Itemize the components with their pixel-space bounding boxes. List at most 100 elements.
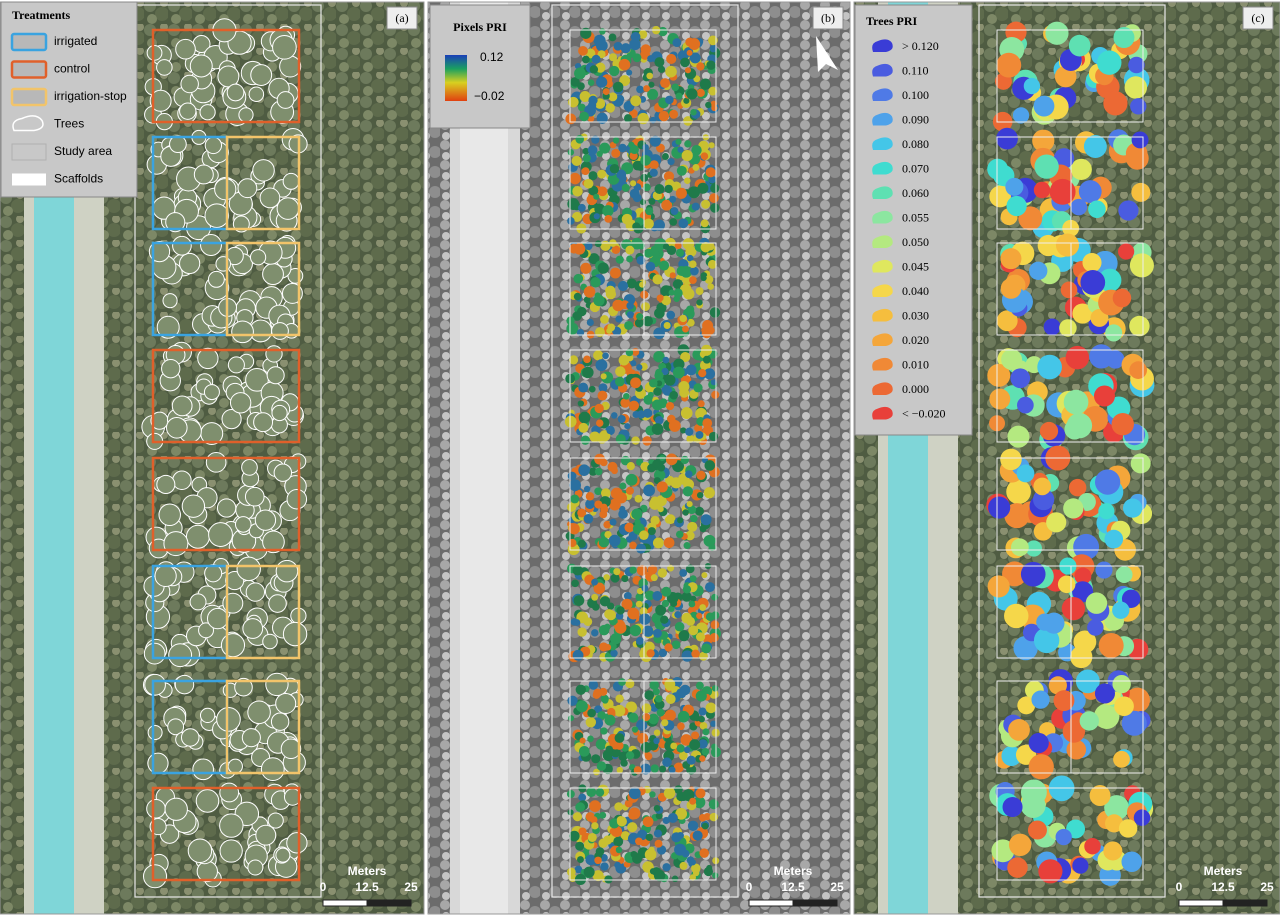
tree-crown (1002, 561, 1027, 587)
pixel (587, 115, 595, 122)
pixel (669, 272, 676, 279)
pixel (619, 505, 626, 513)
pixel (669, 195, 677, 203)
plot (569, 242, 717, 336)
legend-swatch (872, 308, 893, 322)
tree-crown (148, 240, 171, 263)
pixel (680, 734, 693, 746)
legend-swatch (872, 88, 893, 101)
legend-label: Scaffolds (54, 172, 103, 186)
pixel (594, 705, 603, 714)
pixel (583, 355, 591, 364)
tree-crown (196, 860, 218, 883)
pixel (639, 530, 649, 540)
plot (225, 679, 301, 775)
tree-crown (1027, 820, 1047, 840)
tree-crown (1098, 632, 1124, 659)
tree-crown (215, 256, 231, 272)
tree-crown (1012, 107, 1030, 124)
pixel (686, 616, 696, 626)
study-area (551, 4, 739, 898)
tree-crown (219, 782, 240, 803)
tree-crown (1082, 253, 1102, 273)
pixel (625, 751, 635, 760)
pixel (682, 486, 693, 497)
pixel (617, 414, 626, 424)
pixel (703, 866, 714, 877)
tree-crown (1001, 746, 1022, 767)
scale-tick: 0 (320, 880, 327, 894)
pixel (583, 465, 590, 473)
pixel (710, 379, 717, 386)
pixel (604, 714, 616, 726)
pixel (632, 53, 642, 63)
pixel (700, 242, 711, 253)
pixel (656, 708, 665, 717)
pixel (699, 722, 708, 730)
plot (996, 680, 1144, 774)
pixel (630, 377, 642, 389)
pixel (572, 649, 584, 661)
legend-label: control (54, 62, 90, 76)
pixel (599, 28, 606, 35)
pixel (661, 719, 669, 727)
pixel (664, 643, 673, 652)
tree-crown (1032, 129, 1055, 152)
tree-crown (156, 474, 176, 494)
tree-crown (1001, 349, 1023, 370)
pixel (649, 378, 658, 388)
tree-crown (229, 392, 252, 414)
pixel (698, 715, 705, 723)
pixel (656, 380, 663, 387)
pixel (654, 57, 665, 68)
tree-crown (198, 622, 214, 639)
legend-swatch (10, 87, 48, 107)
pixel (701, 643, 712, 654)
tree-crown (1111, 412, 1134, 436)
pixel (640, 741, 652, 753)
tree-crown (187, 838, 213, 863)
tree-crown (280, 738, 302, 760)
pixel (643, 484, 656, 497)
pixel (624, 320, 634, 330)
pixel (577, 856, 584, 863)
pixel (611, 467, 618, 475)
pixel (639, 32, 646, 39)
pixel (631, 436, 640, 445)
pixel (588, 467, 598, 476)
tree-crown (163, 531, 189, 557)
pixel (668, 605, 675, 612)
pixel (691, 649, 700, 659)
pixel (609, 141, 617, 149)
tree-crown (165, 416, 188, 439)
pixel (615, 315, 623, 323)
pixel (619, 75, 631, 86)
tree-crown (168, 643, 193, 668)
tree-crown (1121, 589, 1141, 608)
pixel (682, 325, 689, 333)
pixel (705, 702, 717, 714)
pixel (684, 177, 691, 184)
tree-crown (268, 594, 287, 613)
pixel (576, 329, 585, 337)
panel-border (427, 1, 851, 915)
legend-swatch (872, 39, 893, 52)
pixel (625, 473, 638, 486)
tree-crown (154, 564, 177, 588)
tree-crown (1112, 674, 1131, 694)
tree-crown (1125, 146, 1149, 170)
pixel (709, 812, 719, 822)
tree-crown (146, 798, 166, 819)
panel: (b) Meters 0 12.5 25 (427, 1, 851, 915)
pixel (631, 726, 639, 733)
pixel (602, 88, 610, 96)
pixel (645, 833, 654, 841)
pixel (677, 710, 690, 723)
pixel (674, 611, 682, 619)
tree-crown (1072, 303, 1093, 324)
pixel (657, 568, 668, 578)
pixel (597, 711, 607, 720)
tree-crown (169, 135, 187, 154)
tree-crown (252, 159, 275, 182)
tree-crown (1094, 683, 1116, 704)
